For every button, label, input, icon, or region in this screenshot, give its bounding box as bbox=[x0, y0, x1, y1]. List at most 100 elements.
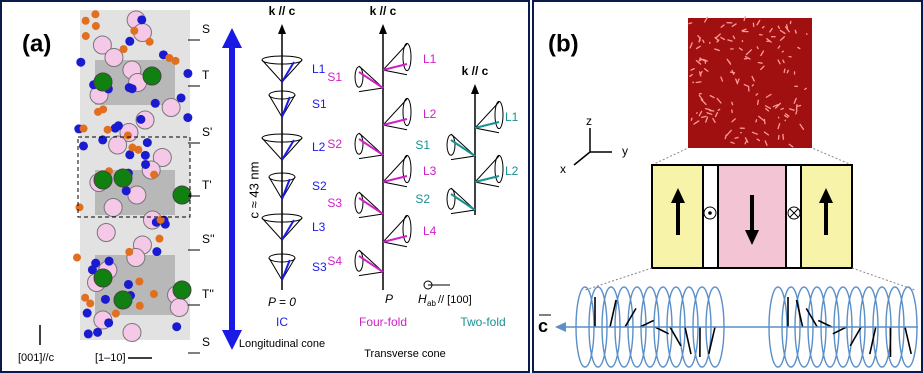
atom bbox=[104, 199, 122, 217]
atom bbox=[125, 37, 134, 46]
atom bbox=[183, 113, 192, 122]
atom bbox=[128, 186, 146, 204]
stripe bbox=[805, 88, 807, 89]
atom bbox=[143, 138, 152, 147]
atom bbox=[104, 126, 112, 134]
atom bbox=[91, 10, 99, 18]
atom bbox=[122, 186, 131, 195]
atom bbox=[76, 58, 85, 67]
atom bbox=[104, 318, 113, 327]
atom bbox=[75, 203, 83, 211]
field: // [100] bbox=[438, 294, 472, 306]
stripe bbox=[735, 137, 738, 138]
stripe bbox=[757, 47, 758, 49]
panel-label: (b) bbox=[548, 30, 579, 57]
atom bbox=[125, 248, 133, 256]
cone-label: S1 bbox=[327, 70, 342, 84]
stripe bbox=[784, 69, 785, 72]
stripe bbox=[781, 108, 783, 109]
atom bbox=[170, 299, 188, 317]
atom bbox=[94, 108, 102, 116]
stripe bbox=[782, 51, 783, 52]
atom bbox=[93, 328, 102, 337]
layer-label: T bbox=[202, 68, 210, 82]
caption: Longitudinal cone bbox=[239, 338, 325, 350]
cone-label: S2 bbox=[415, 192, 430, 206]
cone-label: L3 bbox=[312, 220, 326, 234]
atom bbox=[124, 280, 133, 289]
atom bbox=[101, 295, 110, 304]
phase-label: Four-fold bbox=[359, 315, 407, 329]
layer-label: S bbox=[202, 335, 210, 349]
atom bbox=[152, 247, 161, 256]
atom bbox=[135, 277, 143, 285]
cone-label: L2 bbox=[312, 140, 326, 154]
atom bbox=[114, 291, 132, 309]
atom bbox=[120, 45, 128, 53]
stripe bbox=[763, 27, 764, 28]
cone-label: L1 bbox=[423, 52, 437, 66]
layer-label: S'' bbox=[202, 232, 215, 246]
atom bbox=[79, 141, 88, 150]
stripe bbox=[787, 25, 788, 29]
cone-label: S3 bbox=[327, 196, 342, 210]
axis-label: [1–10] bbox=[95, 352, 126, 364]
caption: Transverse cone bbox=[364, 348, 446, 360]
cone-label: S4 bbox=[327, 254, 342, 268]
layer-label: T'' bbox=[202, 287, 214, 301]
cone-label: S1 bbox=[312, 97, 327, 111]
layer-label: S bbox=[202, 22, 210, 36]
stripe bbox=[797, 105, 801, 106]
axis-label: [001]//c bbox=[18, 352, 55, 364]
stripe bbox=[778, 136, 779, 140]
atom bbox=[109, 136, 127, 154]
k-axis-label: k // c bbox=[269, 4, 296, 18]
stripe bbox=[725, 135, 726, 139]
stripe bbox=[718, 109, 719, 110]
atom bbox=[141, 160, 150, 169]
stripe bbox=[764, 119, 765, 123]
cone-label: L3 bbox=[423, 164, 437, 178]
panel-label: (a) bbox=[22, 30, 51, 57]
cone-label: S2 bbox=[312, 179, 327, 193]
cone-label: L1 bbox=[505, 110, 519, 124]
atom bbox=[83, 309, 92, 318]
stripe bbox=[758, 63, 762, 64]
atom bbox=[105, 257, 114, 266]
atom bbox=[143, 67, 161, 85]
atom bbox=[125, 150, 134, 159]
stripe bbox=[795, 30, 796, 33]
atom bbox=[123, 324, 141, 342]
atom bbox=[86, 299, 94, 307]
cone-label: L1 bbox=[312, 62, 326, 76]
k-axis-label: k // c bbox=[370, 4, 397, 18]
atom bbox=[146, 38, 154, 46]
period-label: c ≈ 43 nm bbox=[246, 162, 261, 219]
polarization: P = 0 bbox=[268, 295, 296, 309]
stripe bbox=[689, 23, 692, 24]
cone-label: S3 bbox=[312, 260, 327, 274]
atom bbox=[97, 224, 115, 242]
atom bbox=[172, 322, 181, 331]
atom bbox=[151, 99, 160, 108]
atom bbox=[94, 269, 112, 287]
cone-label: S1 bbox=[415, 138, 430, 152]
atom bbox=[130, 27, 138, 35]
atom bbox=[177, 93, 186, 102]
atom bbox=[134, 146, 142, 154]
phase-label: Two-fold bbox=[460, 315, 505, 329]
atom bbox=[84, 329, 93, 338]
phase-label: IC bbox=[276, 315, 288, 329]
layer-label: T' bbox=[202, 178, 212, 192]
stripe bbox=[691, 118, 692, 120]
cone-label: L2 bbox=[423, 107, 437, 121]
figure: (a) (b) [001]//c [1–10] c ≈ 43 nm P = 0 … bbox=[0, 0, 923, 373]
cone-label: L4 bbox=[423, 224, 437, 238]
k-axis-label: k // c bbox=[462, 64, 489, 78]
atom bbox=[136, 302, 144, 310]
atom bbox=[92, 22, 100, 30]
atom bbox=[183, 69, 192, 78]
polarization: P bbox=[385, 292, 393, 306]
atom bbox=[82, 17, 90, 25]
axis-label: y bbox=[622, 144, 628, 158]
